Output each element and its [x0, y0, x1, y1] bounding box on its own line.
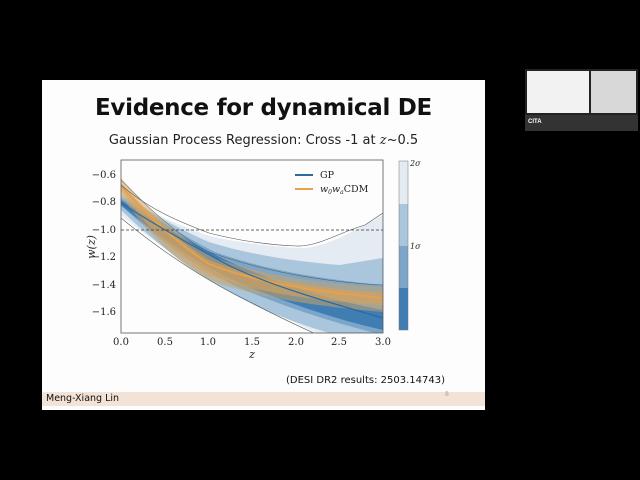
svg-text:1.0: 1.0	[200, 337, 216, 348]
x-axis-label: z	[248, 348, 255, 361]
page-number: 8	[445, 391, 449, 398]
x-axis-ticks: 0.0 0.5 1.0 1.5 2.0 2.5 3.0	[113, 337, 391, 348]
webcam-video-main	[527, 71, 589, 113]
svg-text:w0waCDM: w0waCDM	[320, 184, 369, 196]
webcam-video-room	[591, 71, 636, 113]
svg-text:3.0: 3.0	[375, 337, 391, 348]
footer-author: Meng-Xiang Lin	[46, 393, 120, 404]
webcam-label: CITA	[528, 119, 542, 125]
legend: GP w0waCDM	[295, 170, 369, 196]
svg-text:2.0: 2.0	[288, 337, 304, 348]
svg-text:0.0: 0.0	[113, 337, 129, 348]
subtitle-suffix: ~0.5	[386, 133, 419, 148]
svg-text:−1.4: −1.4	[92, 280, 116, 291]
webcam-thumbnail[interactable]: CITA	[525, 69, 638, 131]
slide-subtitle: Gaussian Process Regression: Cross -1 at…	[42, 133, 485, 148]
plot-area	[121, 178, 383, 333]
slide-title: Evidence for dynamical DE	[95, 95, 432, 121]
subtitle-math: z	[379, 133, 387, 148]
svg-text:−1.2: −1.2	[92, 252, 116, 263]
svg-text:GP: GP	[320, 170, 335, 181]
svg-text:−0.6: −0.6	[92, 170, 116, 181]
citation: (DESI DR2 results: 2503.14743)	[286, 375, 445, 386]
svg-text:−1.0: −1.0	[92, 225, 116, 236]
svg-text:−0.8: −0.8	[92, 197, 116, 208]
svg-text:1σ: 1σ	[410, 242, 421, 251]
wz-chart: −0.6 −0.8 −1.0 −1.2 −1.4 −1.6 0.0 0.5 1.…	[85, 159, 421, 361]
svg-text:1.5: 1.5	[244, 337, 260, 348]
svg-text:2.5: 2.5	[331, 337, 347, 348]
y-axis-label: w(z)	[85, 235, 98, 259]
slide-footer: Meng-Xiang Lin 8	[42, 391, 485, 406]
presentation-slide: Evidence for dynamical DE Gaussian Proce…	[42, 80, 485, 410]
webcam-participant-strip	[525, 115, 638, 131]
svg-text:0.5: 0.5	[157, 337, 173, 348]
y-axis-ticks: −0.6 −0.8 −1.0 −1.2 −1.4 −1.6	[92, 170, 116, 318]
svg-text:2σ: 2σ	[409, 159, 421, 168]
sigma-colorbar: 2σ 1σ	[398, 159, 421, 331]
svg-text:−1.6: −1.6	[92, 307, 116, 318]
subtitle-text: Gaussian Process Regression: Cross -1 at	[108, 133, 380, 148]
